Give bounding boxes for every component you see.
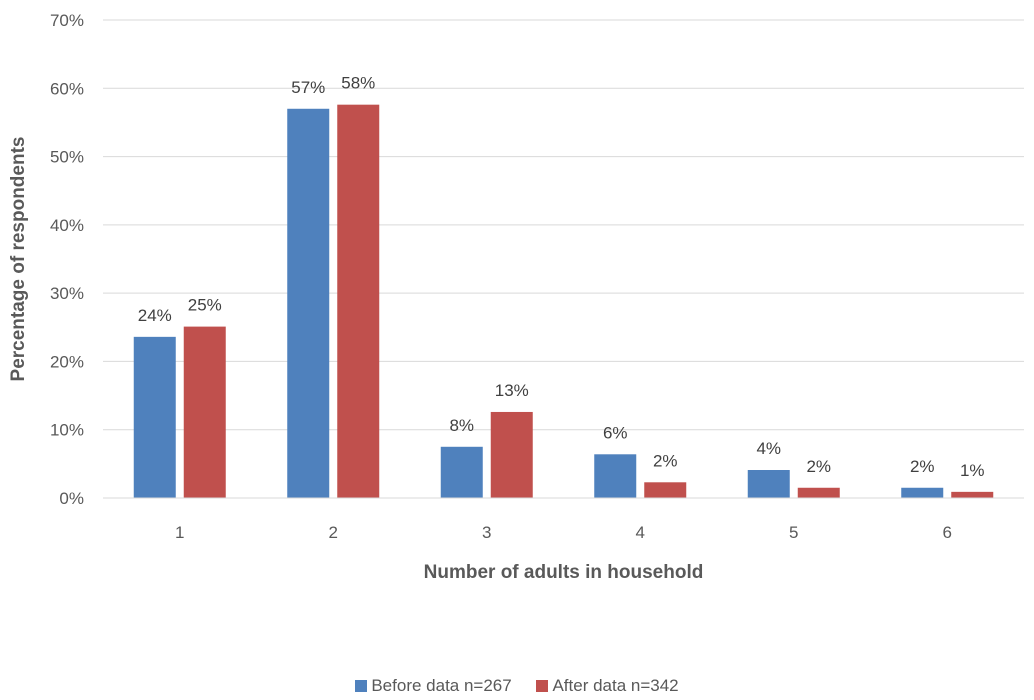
bar-after-3 (490, 411, 533, 498)
y-axis-ticks: 0% 10% 20% 30% 40% 50% 60% 70% (50, 11, 84, 508)
bar-after-1 (183, 326, 226, 498)
bar-before-4 (594, 454, 637, 498)
bar-after-2 (337, 104, 380, 498)
bar-before-2 (287, 108, 330, 499)
bar-before-1 (133, 336, 176, 498)
data-label: 2% (653, 451, 678, 470)
bar-after-5 (797, 487, 840, 498)
data-label: 4% (756, 439, 781, 458)
x-tick-label: 4 (636, 523, 645, 542)
bar-before-3 (440, 446, 483, 498)
bar-before-5 (747, 470, 790, 498)
data-label: 24% (138, 306, 172, 325)
data-label: 2% (806, 457, 831, 476)
bars (133, 104, 994, 499)
data-label: 6% (603, 423, 628, 442)
legend: Before data n=267 After data n=342 (0, 676, 1034, 697)
bar-chart: 0%10%20%30%40%50%60%70% 24%25%57% 58%8%13… (8, 11, 1024, 583)
x-tick-label: 5 (789, 523, 798, 542)
y-tick-label: 50% (50, 148, 84, 167)
y-tick-label: 30% (50, 284, 84, 303)
data-label: 2% (910, 457, 935, 476)
y-tick-label: 0% (59, 489, 84, 508)
x-tick-label: 1 (175, 523, 184, 542)
y-tick-label: 10% (50, 421, 84, 440)
y-axis-title: Percentage of respondents (8, 137, 29, 382)
legend-label-after: After data n=342 (552, 676, 679, 695)
y-tick-label: 40% (50, 216, 84, 235)
bar-before-6 (901, 487, 944, 498)
x-axis-ticks: 1 2 3 4 5 6 (175, 523, 952, 542)
x-tick-label: 3 (482, 523, 491, 542)
data-label: 13% (495, 381, 529, 400)
data-label: 58% (341, 74, 375, 93)
legend-swatch-after (536, 680, 549, 692)
data-label: 57% (291, 78, 325, 97)
bar-after-4 (644, 482, 687, 498)
data-label: 25% (188, 296, 222, 315)
data-label: 1% (960, 461, 985, 480)
gridlines (103, 19, 1024, 431)
legend-item-before: Before data n=267 (355, 676, 512, 696)
data-label: 8% (449, 416, 474, 435)
legend-item-after: After data n=342 (536, 676, 679, 696)
x-tick-label: 6 (943, 523, 952, 542)
y-tick-label: 70% (50, 11, 84, 30)
legend-swatch-before (355, 680, 368, 692)
x-axis-title: Number of adults in household (424, 562, 704, 583)
y-tick-label: 60% (50, 79, 84, 98)
bar-after-6 (951, 491, 994, 498)
legend-label-before: Before data n=267 (371, 676, 512, 695)
x-tick-label: 2 (329, 523, 338, 542)
y-tick-label: 20% (50, 352, 84, 371)
data-labels: 24% 25% 57% 58% 8% 13% 6% 2% 4% 2% 2% 1% (138, 74, 985, 480)
